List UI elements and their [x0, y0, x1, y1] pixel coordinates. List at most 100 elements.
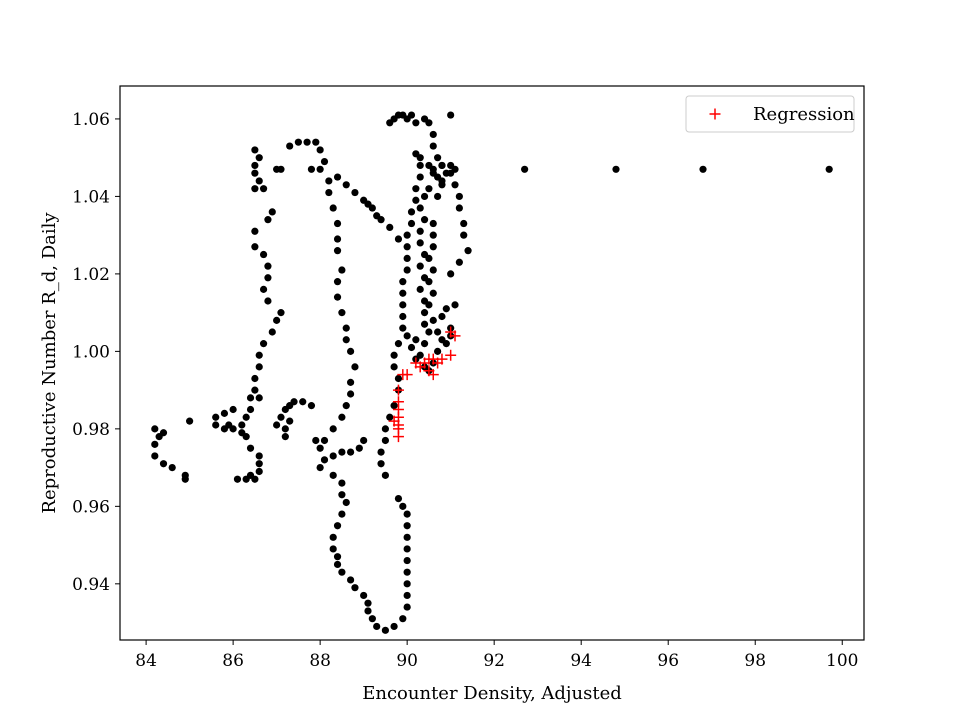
legend-label-regression: Regression	[753, 104, 855, 125]
data-point	[442, 340, 450, 348]
data-point	[329, 471, 337, 479]
data-point	[329, 452, 337, 460]
data-point	[416, 173, 424, 181]
data-point	[403, 231, 411, 239]
data-point	[412, 119, 420, 127]
data-point	[399, 301, 407, 309]
data-point	[329, 425, 337, 433]
regression-point	[401, 369, 413, 381]
data-point	[438, 312, 446, 321]
data-point	[399, 615, 407, 623]
data-point	[416, 161, 424, 170]
data-point	[346, 448, 355, 456]
data-point	[390, 402, 398, 410]
data-point	[381, 436, 390, 445]
x-tick-label: 100	[826, 651, 858, 671]
data-point	[255, 363, 263, 371]
data-point	[186, 417, 194, 425]
data-point	[420, 216, 429, 224]
legend: Regression	[685, 95, 855, 133]
data-point	[264, 262, 272, 270]
data-point	[312, 436, 320, 445]
data-point	[333, 278, 342, 286]
legend-plus-icon	[709, 108, 721, 120]
data-point	[373, 622, 381, 631]
data-point	[434, 328, 442, 336]
data-point	[429, 219, 437, 228]
x-tick-label: 92	[483, 651, 505, 671]
data-point	[412, 196, 420, 204]
data-point	[333, 247, 342, 255]
plot-frame	[119, 85, 865, 641]
data-point	[255, 452, 263, 460]
data-point	[251, 374, 259, 383]
data-point	[429, 142, 437, 150]
data-point	[342, 402, 350, 410]
y-tick-label: 0.96	[72, 497, 110, 517]
data-point	[403, 266, 411, 274]
data-point	[251, 386, 259, 394]
data-point	[429, 165, 437, 173]
data-point	[212, 421, 220, 429]
y-axis-label: Reproductive Number R_d, Daily	[39, 212, 60, 514]
data-point	[338, 413, 346, 421]
data-point	[351, 584, 359, 592]
data-point	[416, 154, 424, 162]
data-point	[151, 452, 159, 460]
data-point	[320, 157, 329, 166]
data-point	[425, 254, 433, 262]
x-tick-label: 84	[135, 651, 157, 671]
data-point	[264, 297, 272, 305]
data-point	[303, 138, 311, 146]
regression-point	[427, 353, 439, 365]
data-point	[338, 266, 346, 274]
regression-point	[427, 369, 439, 381]
data-point	[420, 320, 429, 328]
data-point	[381, 471, 390, 479]
data-point	[377, 460, 385, 468]
y-tick-label: 1.00	[72, 342, 110, 362]
data-point	[429, 289, 437, 297]
legend-marker-regression	[709, 108, 721, 120]
data-point	[246, 394, 255, 402]
data-point	[451, 181, 459, 189]
data-point	[255, 467, 263, 476]
data-point	[364, 200, 372, 208]
data-point	[403, 510, 411, 518]
x-tick-label: 90	[396, 651, 418, 671]
data-point	[521, 165, 529, 173]
data-point	[290, 398, 298, 406]
data-point	[333, 235, 342, 243]
data-point	[325, 177, 333, 185]
data-point	[255, 351, 263, 359]
data-point	[412, 185, 420, 193]
data-point	[259, 285, 268, 293]
data-point	[238, 421, 246, 429]
data-point	[381, 626, 390, 634]
data-point	[259, 185, 268, 193]
data-point	[416, 262, 424, 270]
data-point	[333, 219, 342, 228]
data-point	[425, 301, 433, 309]
data-point	[394, 494, 403, 503]
data-point	[351, 363, 359, 371]
data-point	[320, 436, 329, 445]
data-point	[159, 460, 168, 468]
data-point	[403, 603, 411, 611]
data-point	[277, 309, 285, 317]
data-point	[320, 456, 329, 464]
data-point	[268, 208, 276, 216]
data-point	[255, 154, 263, 162]
data-point	[403, 243, 411, 251]
data-point	[351, 188, 359, 197]
data-point	[333, 173, 342, 181]
x-axis-label: Encounter Density, Adjusted	[362, 683, 622, 704]
x-tick-label: 96	[657, 651, 679, 671]
data-point	[434, 347, 442, 355]
scatter-series	[151, 111, 833, 634]
data-point	[399, 289, 407, 297]
data-point	[416, 204, 424, 212]
data-point	[329, 204, 337, 212]
data-point	[342, 498, 350, 507]
regression-series	[388, 326, 461, 443]
